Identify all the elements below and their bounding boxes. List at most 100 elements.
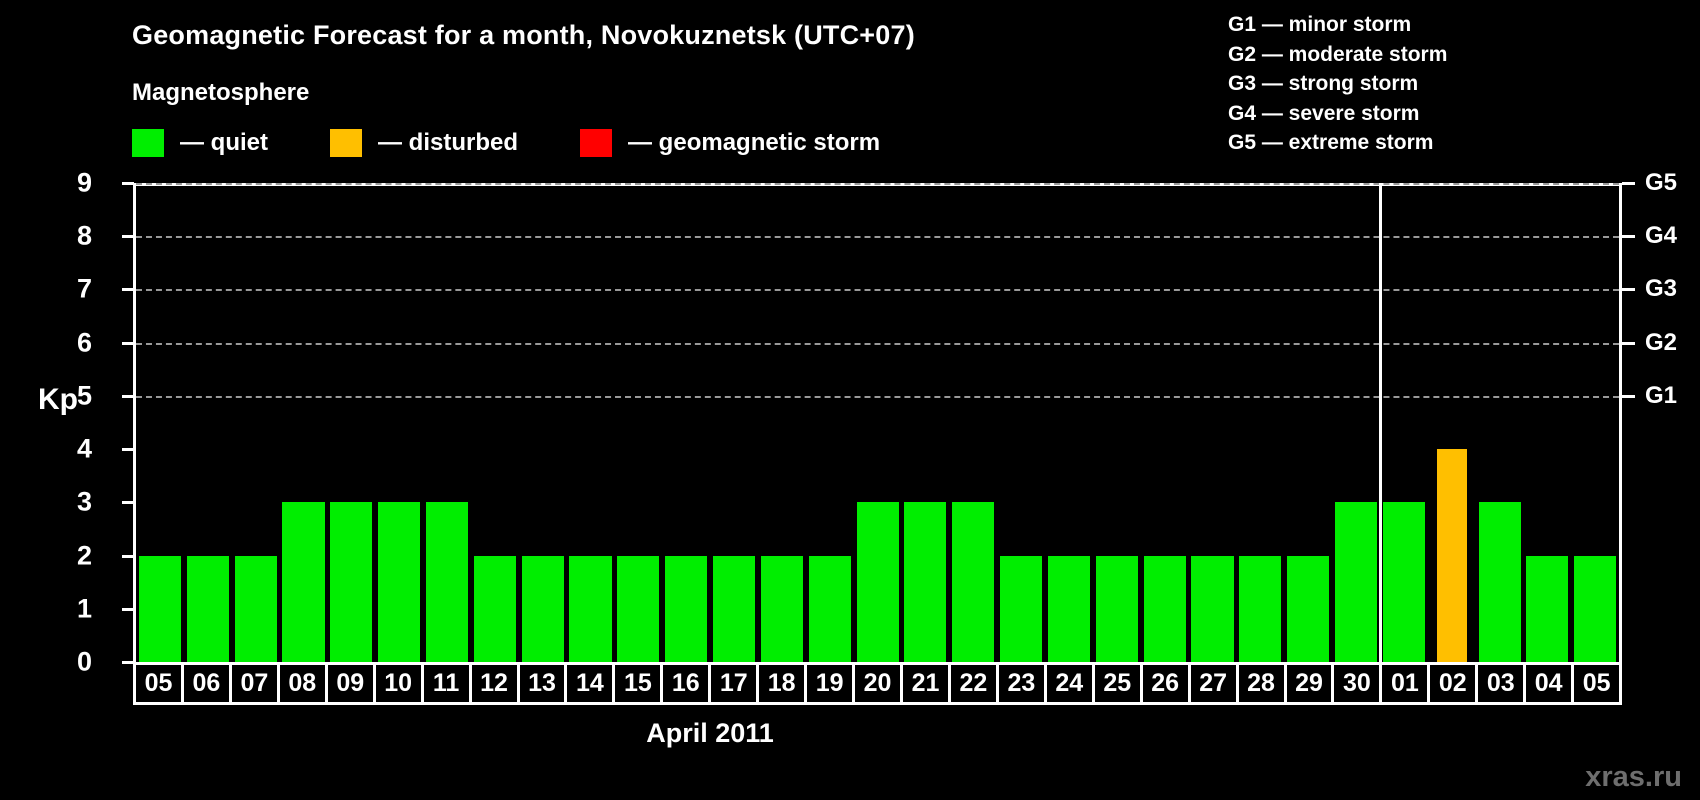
x-axis-title: April 2011 [646,718,774,748]
bar-cell [949,186,997,662]
storm-scale-row-g2: G2 — moderate storm [1228,42,1448,66]
x-tick-label-17: 17 [711,665,760,702]
bar-day-29 [1287,555,1330,662]
x-tick-label-29: 29 [1287,665,1335,702]
storm-scale-row-g1: G1 — minor storm [1228,13,1412,36]
bar-cell [1428,186,1476,662]
y-tick-mark-4 [122,448,134,452]
x-tick-label-12: 12 [472,665,520,702]
bar-day-20 [856,502,899,662]
bar-day-28 [1239,555,1282,662]
bar-day-05 [138,555,181,662]
bar-day-19 [808,555,851,662]
bar-cell [1189,186,1237,662]
bar-cell [854,186,902,662]
y-axis-title: Kp [38,383,78,416]
y-tick-mark-5 [122,394,134,398]
x-tick-label-11: 11 [424,665,472,702]
legend-swatch-geomagnetic-storm [580,129,613,157]
bar-day-15 [617,555,660,662]
g-tick-mark-g3 [1622,288,1635,292]
bar-cell [327,186,375,662]
bar-cell [280,186,328,662]
bar-cell [1141,186,1189,662]
bar-cell [614,186,662,662]
y-tick-label-9: 9 [76,167,92,198]
magnetosphere-legend: — quiet — disturbed — geomagnetic storm [132,128,942,158]
bar-day-09 [330,502,373,662]
legend-label-disturbed: — disturbed [378,129,519,156]
x-tick-label-26: 26 [1143,665,1191,702]
bar-cell [1476,186,1524,662]
bar-cell [1571,186,1619,662]
bar-day-27 [1191,555,1234,662]
bar-cell [184,186,232,662]
y-tick-mark-6 [122,341,134,345]
x-tick-label-24: 24 [1047,665,1095,702]
bar-day-30 [1334,502,1378,662]
y-tick-mark-2 [122,554,134,558]
x-tick-label-15: 15 [615,665,664,702]
bar-cell [1332,186,1380,662]
x-tick-label-05: 05 [136,665,184,702]
x-tick-label-25: 25 [1095,665,1143,702]
gridlines [136,183,1619,662]
y-tick-label-3: 3 [76,486,92,517]
bar-day-24 [1047,555,1090,662]
x-tick-label-23: 23 [999,665,1047,702]
g-tick-label-g2: G2 [1645,328,1678,356]
bar-day-17 [713,555,756,662]
x-axis-labels: 05 06 07 08 09 10 11 12 13 14 15 16 17 18 19 20 21 22 23 24… [133,665,1622,705]
bar-day-26 [1143,555,1186,662]
x-tick-label-30: 30 [1334,665,1383,702]
bar-day-01 [1382,502,1425,662]
y-tick-label-5: 5 [76,380,92,411]
gridline-kp-7 [136,289,1619,292]
storm-scale-row-g5: G5 — extreme storm [1228,131,1434,154]
g-tick-mark-g2 [1622,341,1635,345]
page-title: Geomagnetic Forecast for a month, Novoku… [132,20,915,50]
bar-cell [1523,186,1571,662]
bar-day-21 [904,502,947,662]
x-axis-line [133,662,1622,665]
y-tick-label-4: 4 [76,433,92,464]
bar-day-03 [1478,502,1521,662]
bar-cell [232,186,280,662]
g-tick-label-g1: G1 [1645,381,1678,409]
bar-cell [1045,186,1093,662]
bar-cell [1284,186,1332,662]
y-tick-mark-7 [122,288,134,292]
bar-cell [423,186,471,662]
x-tick-label-02: 02 [1430,665,1479,702]
bar-cell [758,186,806,662]
bar-day-18 [760,555,803,662]
x-tick-label-20: 20 [855,665,903,702]
bar-day-08 [282,502,325,662]
y-tick-label-1: 1 [76,593,92,624]
bar-day-10 [378,502,421,662]
storm-scale-row-g3: G3 — strong storm [1228,72,1419,95]
bar-day-04 [1526,555,1569,662]
y-tick-mark-3 [122,501,134,505]
x-tick-label-07: 07 [232,665,280,702]
storm-scale-legend: G1 — minor storm G2 — moderate storm G3 — … [1228,10,1447,158]
x-tick-label-21: 21 [903,665,951,702]
y-tick-label-8: 8 [76,220,92,251]
legend-swatch-quiet [132,129,164,157]
bar-cell [806,186,854,662]
plot-area [133,183,1622,662]
legend-item-geomagnetic-storm: — geomagnetic storm [580,129,880,157]
x-tick-label-09: 09 [328,665,376,702]
gridline-kp-8 [136,236,1619,239]
y-tick-label-2: 2 [76,540,92,571]
watermark: xras.ru [1585,761,1682,793]
current-time-marker [1378,183,1382,662]
bar-day-05 [1574,555,1617,662]
bar-cell [375,186,423,662]
y-tick-mark-1 [122,607,134,611]
g-tick-mark-g4 [1622,235,1635,239]
y-tick-mark-9 [122,182,134,185]
bar-day-02 [1436,449,1467,662]
bar-day-13 [521,555,564,662]
